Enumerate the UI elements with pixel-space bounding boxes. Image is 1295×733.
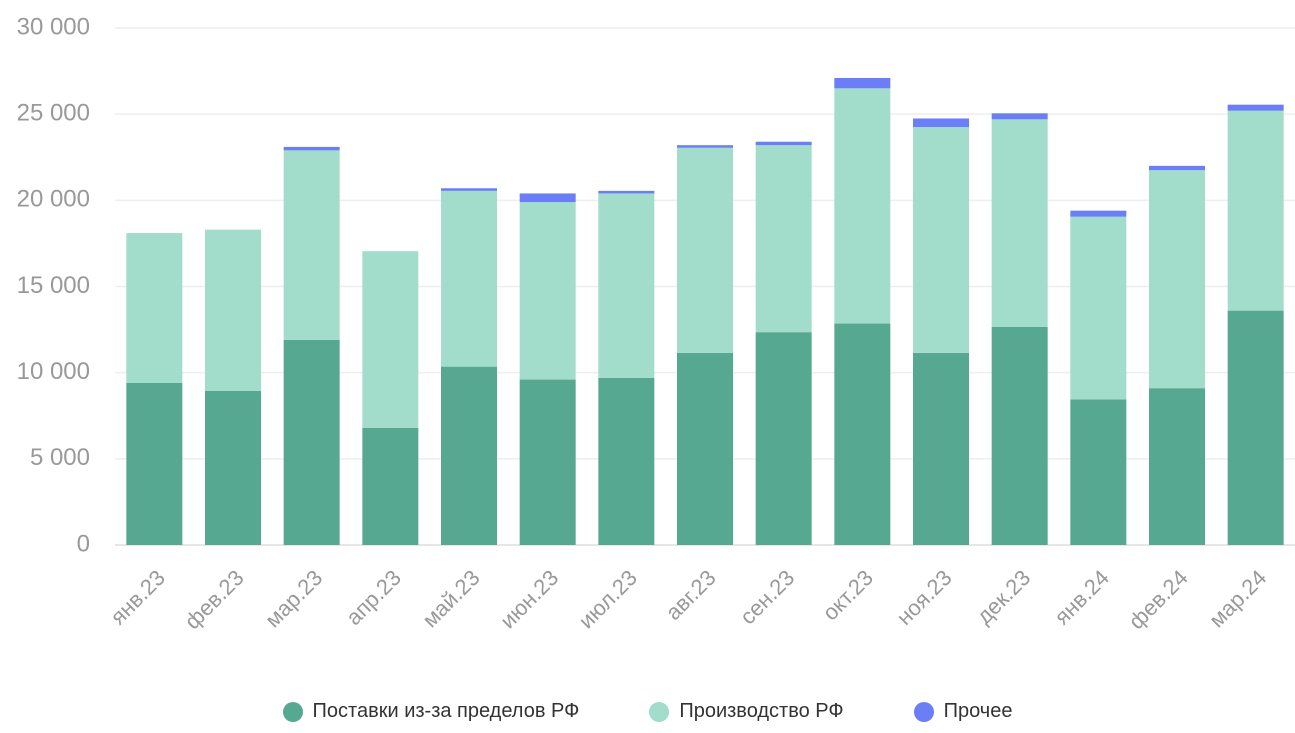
chart: 0 5 000 10 000 15 000 20 000 25 000 30 000 янв.… [17,13,1295,634]
y-tick-label: 10 000 [17,358,90,385]
bar-segment [519,202,576,380]
bar-segment [1149,388,1205,545]
bar-segment [755,332,812,545]
bar-segment [1227,110,1284,311]
y-tick-label: 5 000 [30,444,90,471]
bar-segment [991,326,1048,545]
x-tick-label: окт.23 [818,565,878,625]
x-tick-label: сен.23 [735,565,799,629]
bar-segment [991,119,1048,327]
bar-segment [598,190,655,194]
bar-segment [205,229,261,391]
bar-segment [519,379,576,545]
y-tick-label: 30 000 [17,13,90,40]
bar-segment [441,366,497,545]
bar-segment [913,352,969,545]
legend-label: Поставки из-за пределов РФ [312,700,580,722]
bar-segment [677,147,733,353]
x-tick-label: июл.23 [574,565,642,633]
bar-segment [519,193,576,203]
legend-swatch [282,701,303,722]
x-tick-label: ноя.23 [892,565,957,630]
x-tick-label: авг.23 [661,565,721,625]
bar-segment [1149,170,1205,389]
legend-item: Производство РФ [649,700,844,723]
bar-segment [598,377,655,545]
legend-swatch [649,701,670,722]
x-tick-label: апр.23 [341,565,406,630]
y-tick-label: 0 [77,530,90,557]
bar-segment [677,352,733,545]
bar-segment [205,390,261,545]
bar-segment [1149,165,1205,171]
bar-segment [362,427,419,545]
bar-segment [598,193,655,378]
bar-segment [913,127,969,353]
bar-segment [913,118,969,128]
bar-segment [1227,310,1284,545]
y-tick-label: 20 000 [17,186,90,213]
bar-segment [283,339,340,545]
bar-segment [991,113,1048,120]
bar-segment [1070,210,1127,217]
x-tick-label: фев.23 [180,565,249,634]
x-tick-label: дек.23 [971,565,1035,629]
x-tick-label: мар.23 [260,565,327,632]
bar-segment [755,145,812,333]
bar-segment [283,150,340,340]
bar-segment [441,190,497,367]
bar-segment [834,77,891,89]
legend: Поставки из-за пределов РФ Производство Р… [0,700,1295,723]
x-tick-label: янв.24 [1049,565,1114,630]
legend-swatch [913,701,934,722]
bar-segment [126,383,183,545]
bar-segment [677,145,733,148]
y-tick-label: 25 000 [17,100,90,127]
x-tick-label: янв.23 [105,565,170,630]
legend-item: Поставки из-за пределов РФ [282,700,580,723]
bar-segment [441,188,497,191]
legend-label: Прочее [943,700,1013,722]
bar-segment [126,233,183,384]
x-tick-label: май.23 [417,565,484,632]
x-tick-label: фев.24 [1124,565,1193,634]
bar-segment [755,141,812,146]
bar-segment [362,251,419,428]
x-tick-label: июн.23 [495,565,563,633]
bar-segment [1070,399,1127,545]
legend-label: Производство РФ [679,700,844,722]
bar-segment [1227,104,1284,111]
y-tick-label: 15 000 [17,272,90,299]
bar-segment [834,323,891,545]
bar-segment [1070,216,1127,400]
x-tick-label: мар.24 [1204,565,1271,632]
legend-item: Прочее [913,700,1013,723]
bar-segment [834,88,891,324]
bar-segment [283,146,340,151]
